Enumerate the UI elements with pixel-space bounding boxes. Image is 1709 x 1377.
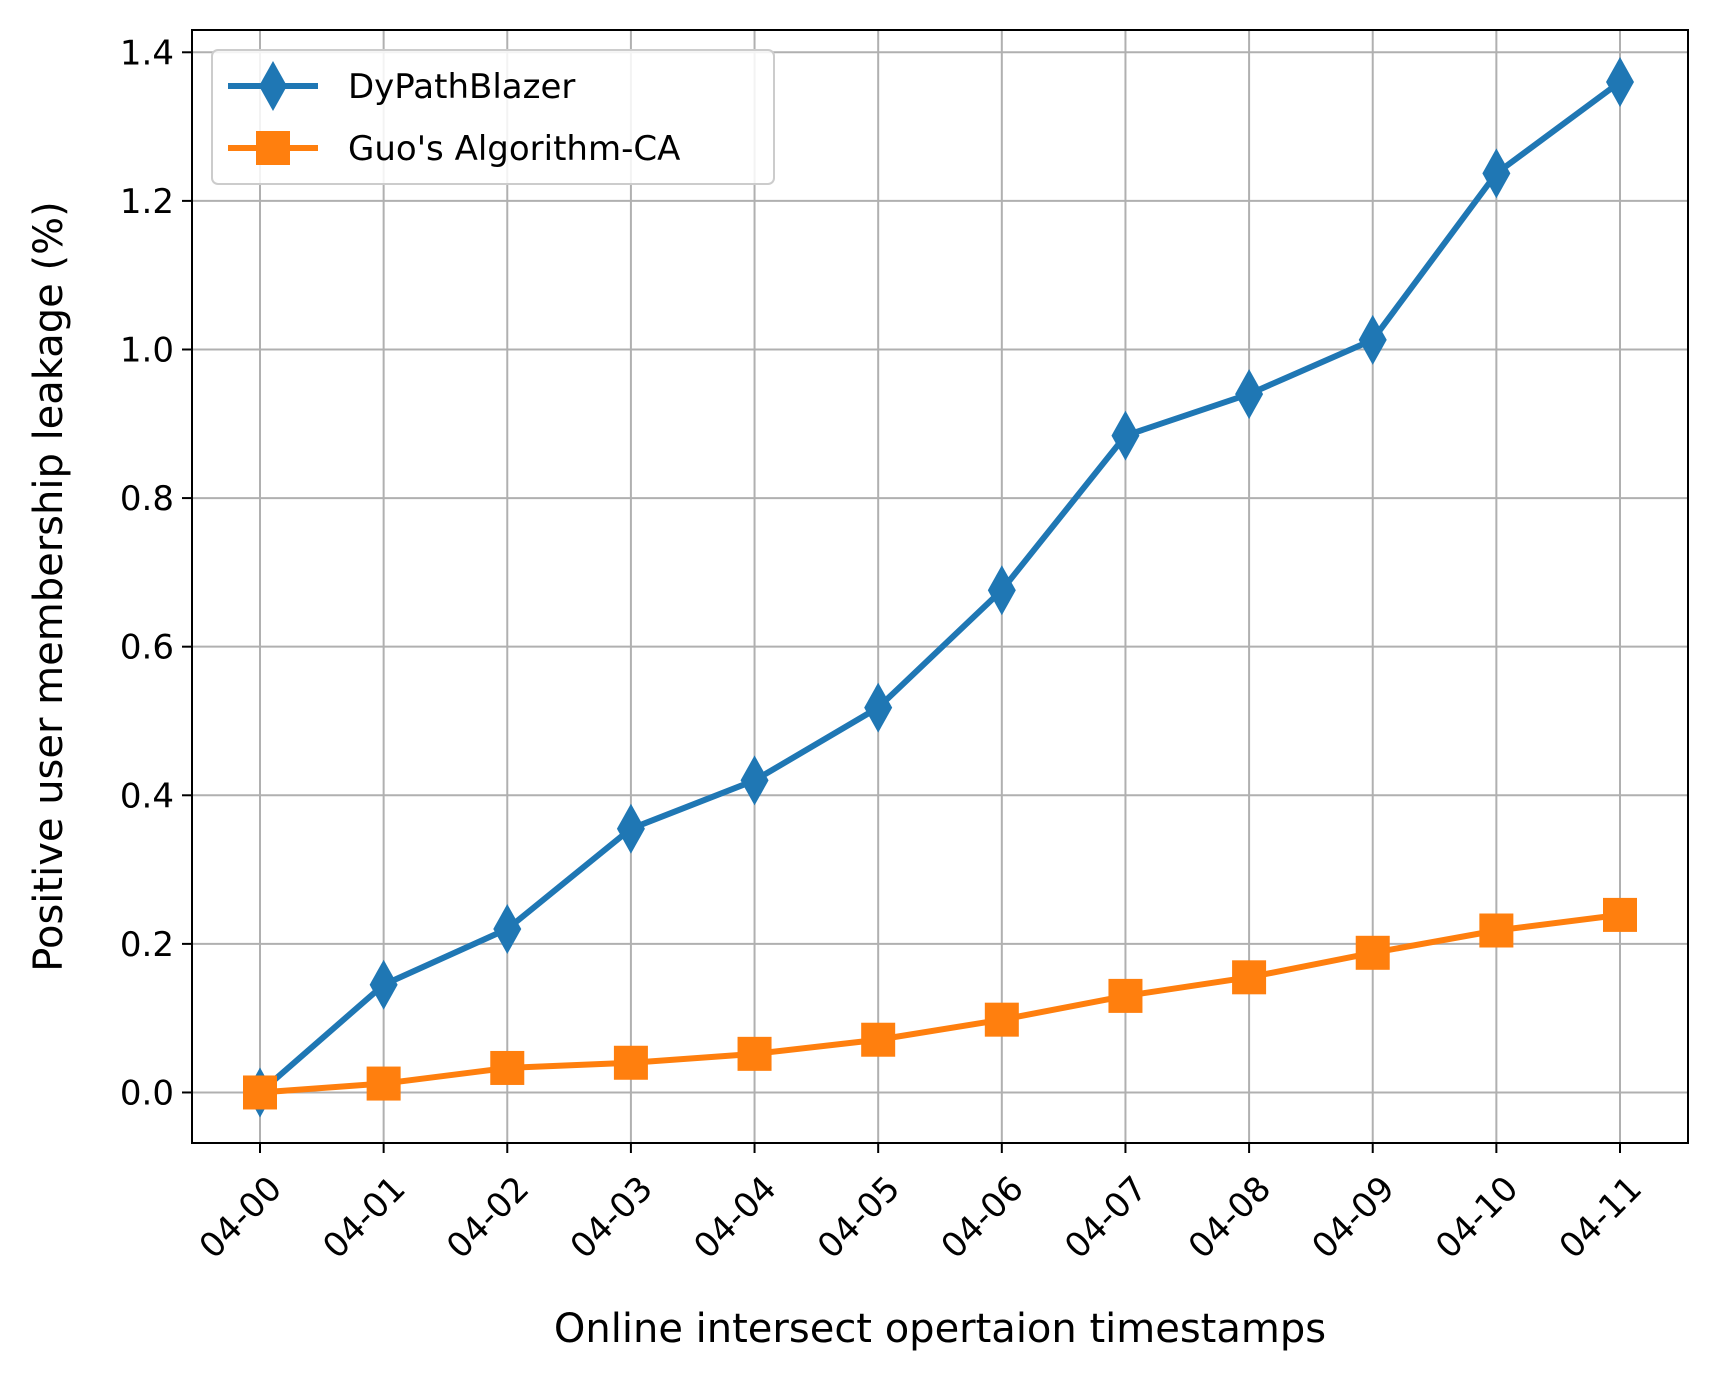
series-0: [246, 57, 1634, 1118]
y-axis-title: Positive user membership leakage (%): [26, 201, 72, 971]
data-point: [740, 755, 769, 806]
data-point: [1235, 369, 1264, 420]
data-point: [861, 1022, 896, 1057]
series-line: [258, 79, 1622, 1095]
data-point: [1358, 314, 1387, 365]
series-line: [259, 911, 1621, 1096]
data-point: [613, 1045, 648, 1080]
data-point: [1479, 913, 1514, 948]
y-tick-label: 1.2: [120, 182, 174, 222]
data-point: [1108, 978, 1143, 1013]
plot-frame: [191, 29, 1689, 1144]
y-tick-label: 1.4: [120, 33, 174, 73]
y-tick-label: 0.4: [120, 776, 174, 816]
x-axis-title: Online intersect opertaion timestamps: [554, 1306, 1326, 1352]
y-tick-label: 0.0: [120, 1073, 174, 1113]
legend: DyPathBlazer Guo's Algorithm-CA: [211, 49, 775, 185]
data-point: [493, 904, 522, 955]
data-point: [1232, 960, 1267, 995]
data-point: [1482, 148, 1511, 199]
data-point: [366, 1066, 401, 1101]
data-point: [737, 1036, 772, 1071]
legend-marker: [259, 61, 287, 111]
legend-box: [211, 49, 775, 185]
y-tick-label: 0.8: [120, 479, 174, 519]
y-tick-label: 0.2: [120, 925, 174, 965]
series-1: [243, 897, 1637, 1110]
data-point: [1111, 410, 1140, 461]
data-point: [369, 959, 398, 1010]
data-point: [987, 565, 1016, 616]
legend-marker: [256, 131, 290, 165]
data-point: [864, 682, 893, 733]
y-tick-label: 1.0: [120, 330, 174, 370]
data-point: [1603, 897, 1637, 932]
data-point: [984, 1002, 1019, 1037]
data-point: [490, 1050, 525, 1085]
legend-label: DyPathBlazer: [348, 67, 575, 107]
data-point: [1606, 57, 1634, 108]
y-tick-label: 0.6: [120, 628, 174, 668]
data-point: [616, 803, 645, 854]
data-point: [243, 1075, 277, 1110]
data-point: [1355, 935, 1390, 970]
series-group: [243, 57, 1637, 1118]
legend-label: Guo's Algorithm-CA: [348, 129, 680, 169]
